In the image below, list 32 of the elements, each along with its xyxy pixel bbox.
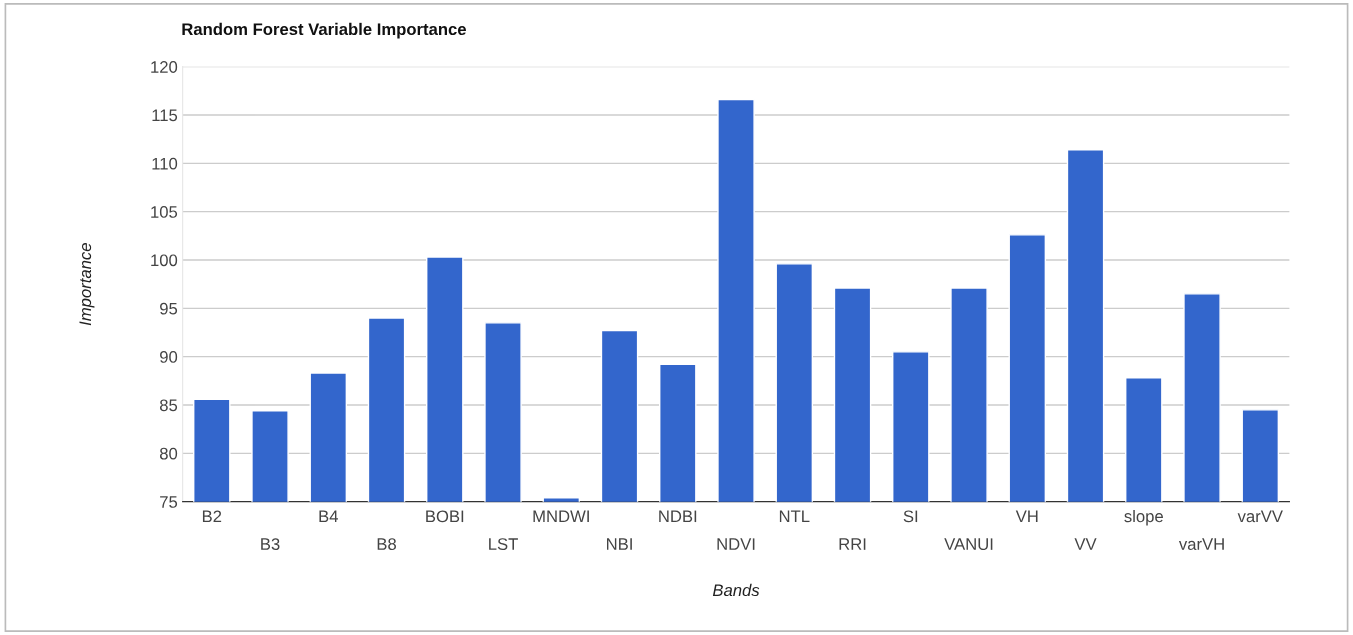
x-tick-label: MNDWI bbox=[533, 510, 589, 523]
y-tick-label: 90 bbox=[160, 351, 178, 363]
y-tick-label: 100 bbox=[151, 254, 178, 267]
x-tick-label: NBI bbox=[607, 538, 632, 550]
y-tick-label: 85 bbox=[159, 399, 178, 412]
x-tick-label: BOBI bbox=[426, 510, 464, 523]
x-tick-label: VANUI bbox=[944, 538, 993, 550]
y-axis-title: Importance bbox=[79, 243, 95, 326]
x-tick-label: B4 bbox=[319, 510, 338, 523]
x-tick-label: VV bbox=[1074, 538, 1097, 550]
x-tick-label: varVH bbox=[1178, 538, 1224, 550]
x-axis-title: Bands bbox=[712, 583, 760, 597]
x-tick-label: B8 bbox=[377, 538, 396, 550]
x-tick-label: NDVI bbox=[717, 538, 755, 550]
x-tick-label: B3 bbox=[261, 538, 280, 550]
y-tick-label: 110 bbox=[152, 157, 178, 170]
y-tick-label: 105 bbox=[151, 206, 178, 218]
x-tick-label: VH bbox=[1015, 510, 1038, 523]
x-tick-label: B2 bbox=[202, 510, 222, 523]
y-tick-label: 115 bbox=[152, 109, 178, 122]
x-tick-label: slope bbox=[1124, 509, 1163, 526]
x-tick-label: varVV bbox=[1237, 510, 1283, 523]
y-tick-label: 95 bbox=[160, 302, 178, 315]
x-tick-label: RRI bbox=[839, 538, 866, 550]
x-tick-label: NDBI bbox=[659, 510, 697, 523]
x-tick-label: LST bbox=[489, 538, 518, 550]
chart-title: Random Forest Variable Importance bbox=[182, 22, 466, 39]
x-tick-label: NTL bbox=[779, 510, 810, 523]
y-tick-label: 80 bbox=[159, 447, 178, 460]
y-tick-label: 75 bbox=[160, 496, 178, 508]
x-tick-label: SI bbox=[903, 510, 918, 523]
y-tick-label: 120 bbox=[151, 61, 178, 73]
